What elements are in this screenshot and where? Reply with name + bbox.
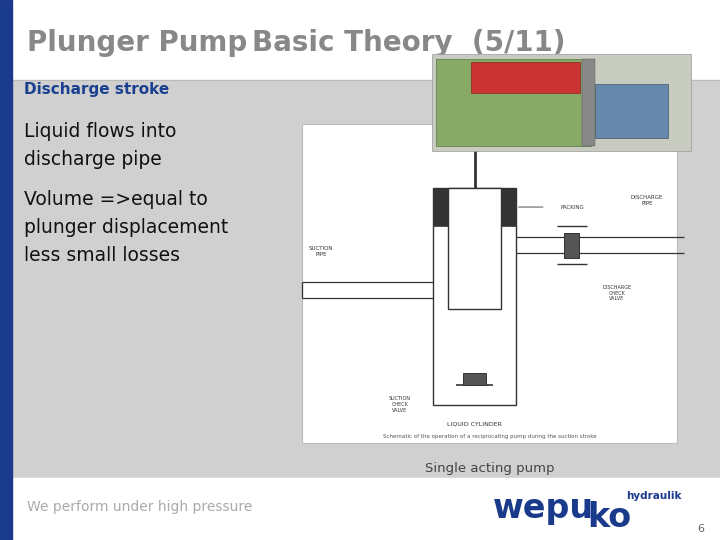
Text: SUCTION
PIPE: SUCTION PIPE — [309, 246, 333, 257]
Text: less small losses: less small losses — [24, 246, 180, 266]
Text: Liquid flows into: Liquid flows into — [24, 122, 176, 141]
Text: PLUNGER-: PLUNGER- — [444, 134, 474, 139]
Bar — [464, 373, 486, 386]
Bar — [0, 0, 12, 540]
Text: DISCHARGE
CHECK
VALVE: DISCHARGE CHECK VALVE — [603, 285, 631, 301]
Text: Discharge stroke: Discharge stroke — [24, 82, 169, 97]
Text: Plunger Pump: Plunger Pump — [27, 29, 248, 57]
Text: Volume =>equal to: Volume =>equal to — [24, 190, 207, 210]
Text: Basic Theory  (5/11): Basic Theory (5/11) — [252, 29, 565, 57]
Text: LIQUID CYLINDER: LIQUID CYLINDER — [447, 421, 502, 426]
Text: Single acting pump: Single acting pump — [425, 462, 554, 475]
Bar — [302, 124, 677, 443]
Bar — [0, 478, 720, 540]
Bar — [564, 233, 580, 258]
Bar — [0, 80, 720, 478]
Bar — [436, 59, 591, 146]
Text: We perform under high pressure: We perform under high pressure — [27, 500, 253, 514]
Bar — [471, 62, 580, 93]
Text: SUCTION
CHECK
VALVE: SUCTION CHECK VALVE — [389, 396, 410, 413]
Bar — [449, 188, 501, 309]
Text: 6: 6 — [697, 523, 704, 534]
Bar — [582, 59, 595, 146]
Bar — [501, 188, 516, 226]
Bar — [595, 84, 668, 138]
Bar — [432, 54, 691, 151]
Text: ko: ko — [587, 501, 631, 534]
Text: PACKING: PACKING — [561, 205, 585, 210]
Text: hydraulik: hydraulik — [626, 491, 682, 501]
Text: discharge pipe: discharge pipe — [24, 150, 161, 169]
Bar — [0, 0, 720, 80]
Text: plunger displacement: plunger displacement — [24, 218, 228, 238]
Bar — [433, 188, 449, 226]
Text: Schematic of the operation of a reciprocating pump during the suction stroke: Schematic of the operation of a reciproc… — [383, 434, 596, 439]
Bar — [433, 188, 516, 404]
Text: DISCHARGE
PIPE: DISCHARGE PIPE — [631, 195, 663, 206]
Text: wepu: wepu — [493, 492, 594, 525]
